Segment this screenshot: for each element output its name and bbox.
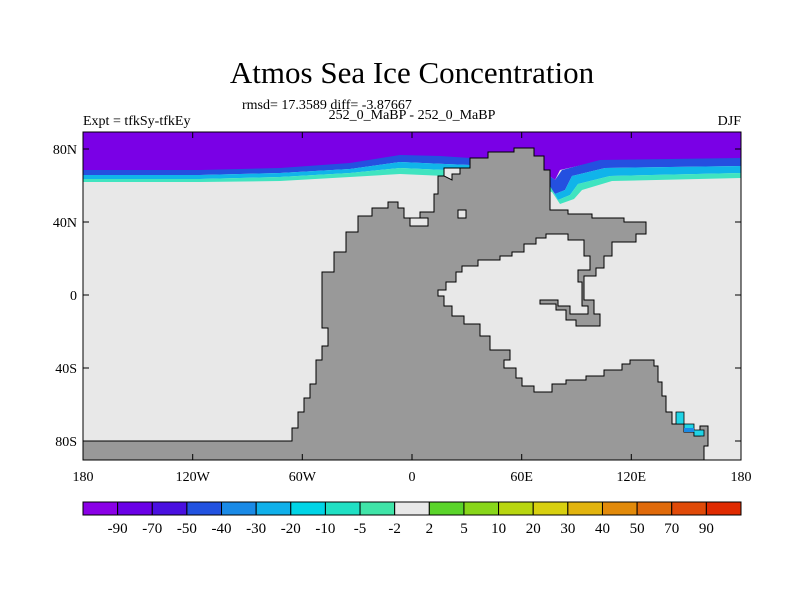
island-arctic-coast [443, 167, 461, 181]
ice-edge-band-1 [83, 155, 741, 194]
colorbar-swatch [498, 501, 534, 516]
colorbar-label: -2 [388, 521, 401, 537]
colorbar-swatch [463, 501, 500, 516]
colorbar-label: 70 [664, 521, 679, 537]
colorbar-swatch [151, 501, 188, 516]
colorbar-label: -50 [177, 521, 197, 537]
colorbar-label: 30 [560, 521, 575, 537]
colorbar-label: -30 [246, 521, 266, 537]
lat-tick-label: 0 [70, 289, 77, 304]
season-label: DJF [718, 114, 742, 129]
colorbar-swatch [705, 501, 742, 516]
colorbar-swatch [601, 501, 638, 516]
lon-tick-label: 0 [409, 470, 416, 485]
colorbar-swatch [324, 501, 361, 516]
colorbar-label: -40 [212, 521, 232, 537]
lat-tick-label: 80S [55, 435, 77, 450]
longitude-axis: 180 120W 60W 0 60E 120E 180 [73, 132, 752, 485]
map-panel [82, 131, 742, 461]
lon-tick-label: 120W [176, 470, 211, 485]
lon-tick-label: 60E [510, 470, 533, 485]
colorbar-label: 2 [426, 521, 434, 537]
colorbar-swatch [255, 501, 292, 516]
colorbar: -90 -70 -50 -40 -30 -20 -10 -5 -2 2 5 10 20 30 40 50 70 9… [82, 501, 742, 537]
colorbar-label: -5 [354, 521, 367, 537]
colorbar-label: 20 [526, 521, 541, 537]
experiment-label: Expt = tfkSy-tfkEy [83, 114, 190, 129]
colorbar-swatch [532, 501, 569, 516]
lat-tick-label: 40S [55, 362, 77, 377]
colorbar-label: -90 [108, 521, 128, 537]
lon-tick-label: 120E [617, 470, 647, 485]
colorbar-label: -70 [142, 521, 162, 537]
sea-ice-south-patch [675, 411, 705, 437]
colorbar-swatch [82, 501, 119, 516]
island-tethys-1 [409, 217, 429, 227]
colorbar-label: 90 [699, 521, 714, 537]
colorbar-swatch [359, 501, 396, 516]
landmass-pangaea [82, 147, 709, 461]
lon-tick-label: 60W [289, 470, 317, 485]
island-tethys-2 [457, 209, 467, 219]
stats-label: rmsd= 17.3589 diff= -3.87667 [242, 98, 412, 113]
colorbar-swatch [221, 501, 257, 516]
colorbar-swatch [117, 501, 153, 516]
colorbar-swatch [186, 501, 223, 516]
colorbar-label: -20 [281, 521, 301, 537]
colorbar-swatch [394, 501, 430, 516]
colorbar-label: 5 [460, 521, 468, 537]
case-label: 252_0_MaBP - 252_0_MaBP [329, 108, 496, 123]
lat-tick-label: 40N [53, 216, 77, 231]
colorbar-label: -10 [315, 521, 335, 537]
colorbar-swatch [290, 501, 326, 516]
lat-tick-label: 80N [53, 143, 77, 158]
sea-ice-south-core [684, 428, 694, 432]
colorbar-swatch [636, 501, 673, 516]
ice-edge-band-3 [83, 168, 741, 204]
colorbar-label: 50 [630, 521, 645, 537]
latitude-axis: 80N 40N 0 40S 80S [53, 143, 741, 450]
colorbar-swatch [567, 501, 603, 516]
colorbar-label: 10 [491, 521, 506, 537]
map-title: Atmos Sea Ice Concentration [230, 55, 595, 90]
colorbar-swatch [428, 501, 465, 516]
lon-tick-label: 180 [731, 470, 752, 485]
lon-tick-label: 180 [73, 470, 94, 485]
colorbar-swatch [671, 501, 707, 516]
colorbar-label: 40 [595, 521, 610, 537]
